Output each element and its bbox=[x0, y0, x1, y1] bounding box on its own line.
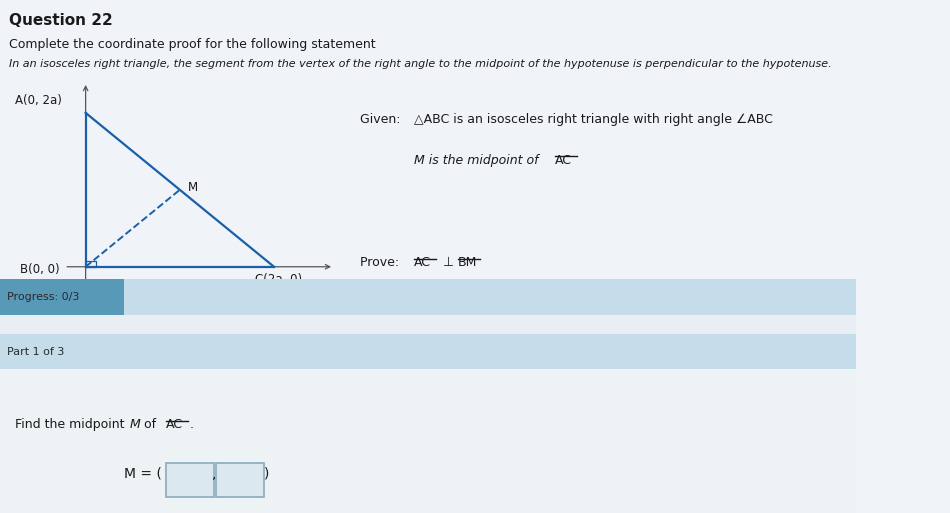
Text: AC: AC bbox=[555, 154, 572, 167]
Text: M = (: M = ( bbox=[124, 467, 162, 481]
Bar bbox=[0, 369, 856, 513]
Bar bbox=[0, 279, 856, 315]
Text: .: . bbox=[189, 418, 193, 431]
Text: C(2a, 0): C(2a, 0) bbox=[255, 273, 302, 286]
Text: Find the midpoint: Find the midpoint bbox=[15, 418, 129, 431]
Text: AC: AC bbox=[166, 418, 183, 431]
Text: ): ) bbox=[264, 467, 269, 481]
Text: B(0, 0): B(0, 0) bbox=[21, 263, 60, 276]
Text: BM: BM bbox=[458, 256, 478, 269]
Text: In an isosceles right triangle, the segment from the vertex of the right angle t: In an isosceles right triangle, the segm… bbox=[9, 59, 831, 69]
Text: M: M bbox=[187, 181, 198, 194]
FancyBboxPatch shape bbox=[216, 463, 264, 497]
Text: ,: , bbox=[213, 467, 217, 481]
Text: Question 22: Question 22 bbox=[9, 13, 112, 28]
Bar bbox=[0, 334, 856, 369]
Text: Given:: Given: bbox=[360, 113, 404, 126]
Bar bbox=[0, 315, 856, 334]
Text: of: of bbox=[141, 418, 161, 431]
Text: M is the midpoint of: M is the midpoint of bbox=[413, 154, 542, 167]
Text: ⊥: ⊥ bbox=[439, 256, 458, 269]
FancyBboxPatch shape bbox=[166, 463, 214, 497]
Text: Complete the coordinate proof for the following statement: Complete the coordinate proof for the fo… bbox=[9, 38, 375, 51]
Text: Part 1 of 3: Part 1 of 3 bbox=[7, 347, 65, 357]
Text: Progress: 0/3: Progress: 0/3 bbox=[7, 292, 79, 302]
Text: △ABC is an isosceles right triangle with right angle ∠ABC: △ABC is an isosceles right triangle with… bbox=[413, 113, 772, 126]
Bar bbox=[0, 279, 124, 315]
Text: M: M bbox=[129, 418, 140, 431]
Text: A(0, 2a): A(0, 2a) bbox=[15, 93, 62, 107]
Text: Prove:: Prove: bbox=[360, 256, 403, 269]
Text: AC: AC bbox=[413, 256, 430, 269]
